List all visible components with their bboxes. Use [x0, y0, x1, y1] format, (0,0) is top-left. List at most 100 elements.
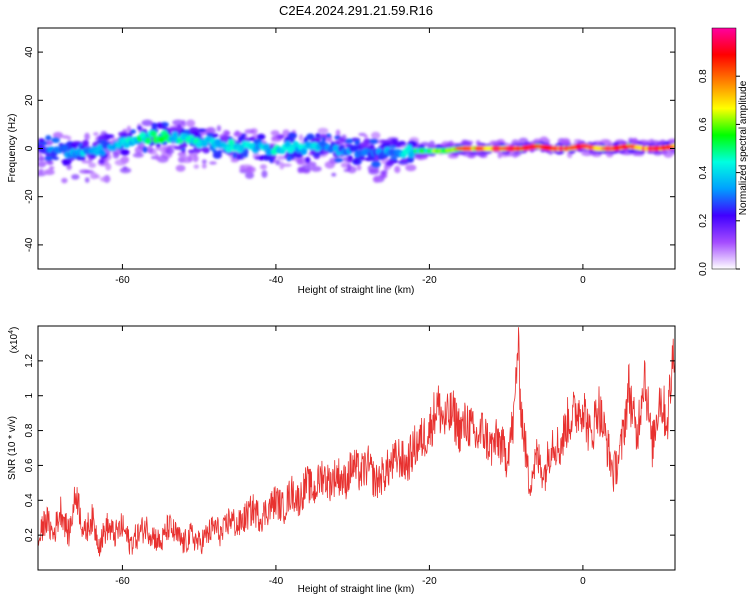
snr-panel: -60 -40 -20 0 0.2 0.4 0.6 0.8 1 1.2 Height of st…: [7, 325, 676, 595]
spectrogram-halo-cell: [497, 151, 502, 159]
spectrogram-cell: [129, 129, 137, 134]
spectrogram-halo-cell: [84, 177, 90, 183]
spectrogram-cell: [176, 124, 182, 132]
spectrogram-peak-cell: [626, 144, 635, 148]
spectrogram-halo-cell: [43, 169, 55, 176]
spectrogram-cell: [156, 142, 161, 148]
colorbar-label: Normalized spectral amplitude: [738, 80, 749, 215]
spectrogram-ridge-cell: [225, 145, 233, 153]
spectrogram-halo-cell: [89, 172, 98, 180]
spectrogram-cell: [44, 155, 53, 162]
spectrogram-cell: [97, 135, 105, 141]
spectrogram-halo-cell: [71, 174, 80, 180]
spectrogram-halo-cell: [84, 132, 90, 141]
spectrogram-cell: [276, 134, 285, 140]
spectrogram-cell: [51, 137, 61, 144]
spectrogram-cell: [221, 135, 229, 143]
snr-x-axis-label: Height of straight line (km): [298, 584, 415, 595]
spectrogram-halo-cell: [222, 129, 230, 137]
spectrogram-halo-cell: [379, 173, 388, 179]
spectrogram-cell: [173, 146, 183, 150]
spectrogram-halo-cell: [239, 165, 245, 172]
spectrogram-cell: [142, 146, 148, 153]
spectrogram-halo-cell: [663, 150, 674, 158]
spectrogram-ridge-cell: [284, 140, 292, 148]
spectrogram-cell: [286, 155, 292, 162]
spectrogram-peak-cell: [576, 144, 593, 148]
spectrogram-halo-cell: [216, 125, 222, 132]
spectrogram-cell: [72, 141, 82, 145]
spectrogram-peak-cell: [457, 146, 473, 151]
spectrogram-halo-cell: [356, 164, 362, 171]
spectrogram-halo-cell: [245, 171, 255, 179]
spectrogram-cell: [187, 149, 196, 154]
spectrogram-ridge-cell: [158, 136, 166, 144]
spectrogram-cell: [258, 155, 265, 161]
spectrogram-cell: [397, 140, 406, 146]
spectrogram-cell: [240, 133, 247, 137]
spectrogram-peak-cell: [473, 146, 484, 151]
spectrogram-cell: [206, 132, 214, 136]
spectrogram-halo-cell: [192, 155, 199, 163]
x-tick-label: -40: [269, 275, 284, 286]
spectrogram-cell: [379, 139, 390, 143]
y-tick-label: 0.6: [24, 458, 35, 472]
spectrogram-halo-cell: [88, 162, 97, 168]
spectrogram-y-ticks: -40 -20 0 20 40: [24, 46, 675, 252]
spectrogram-ridge-cell: [405, 144, 413, 152]
spectrogram-halo-cell: [317, 127, 329, 134]
spectrogram-cell: [319, 134, 328, 138]
spectrogram-cell: [287, 132, 297, 139]
spectrogram-halo-cell: [93, 132, 99, 136]
spectrogram-cell: [38, 138, 45, 143]
spectrogram-halo-cell: [52, 131, 64, 139]
spectrogram-halo-cell: [230, 158, 239, 163]
y-tick-label: 0: [24, 145, 35, 151]
spectrogram-cell: [371, 160, 381, 168]
spectrogram-halo-cell: [177, 155, 188, 163]
y-tick-label: 40: [24, 46, 35, 58]
x-tick-label: -60: [115, 576, 130, 587]
spectrogram-halo-cell: [187, 155, 193, 163]
spectrogram-halo-cell: [172, 119, 185, 126]
y-tick-label: 0.4: [24, 493, 35, 507]
spectrogram-halo-cell: [67, 135, 72, 141]
spectrogram-cell: [380, 142, 391, 148]
spectrogram-halo-cell: [193, 164, 200, 169]
colorbar-gradient: [711, 27, 737, 270]
spectrogram-cell: [388, 145, 398, 149]
spectrogram-ridge-cell: [227, 139, 235, 147]
spectrogram-halo-cell: [489, 140, 498, 147]
spectrogram-peak-cell: [492, 146, 502, 151]
spectrogram-cell: [81, 139, 90, 147]
spectrogram-cell: [360, 142, 369, 147]
spectrogram-halo-cell: [261, 170, 268, 178]
colorbar-tick-label: 0.0: [698, 262, 709, 276]
spectrogram-ridge-cell: [262, 143, 270, 151]
x-tick-label: -40: [269, 576, 284, 587]
spectrogram-cell: [400, 157, 408, 163]
y-tick-label: -20: [24, 189, 35, 204]
spectrogram-halo-cell: [48, 166, 55, 170]
spectrogram-x-axis-label: Height of straight line (km): [298, 285, 415, 296]
spectrogram-halo-cell: [244, 129, 255, 134]
spectrogram-peak-cell: [555, 146, 568, 151]
spectrogram-halo-cell: [126, 125, 131, 133]
spectrogram-halo-cell: [276, 155, 287, 160]
chart-title: C2E4.2024.291.21.59.R16: [279, 3, 433, 18]
spectrogram-halo-cell: [335, 129, 341, 137]
spectrogram-y-axis-label: Frequency (Hz): [7, 114, 18, 183]
spectrogram-halo-cell: [146, 146, 154, 154]
spectrogram-halo-cell: [628, 137, 634, 143]
spectrogram-cell: [75, 155, 86, 161]
spectrogram-cell: [354, 139, 361, 146]
spectrogram-cell: [236, 155, 242, 161]
spectrogram-halo-cell: [61, 177, 68, 184]
spectrogram-halo-cell: [270, 130, 280, 136]
spectrogram-halo-cell: [122, 166, 128, 170]
spectrogram-ridge-cell: [61, 144, 69, 152]
spectrogram-cell: [388, 159, 395, 163]
y-tick-label: 1: [24, 392, 35, 398]
spectrogram-halo-cell: [259, 164, 267, 170]
spectrogram-cell: [196, 128, 207, 133]
